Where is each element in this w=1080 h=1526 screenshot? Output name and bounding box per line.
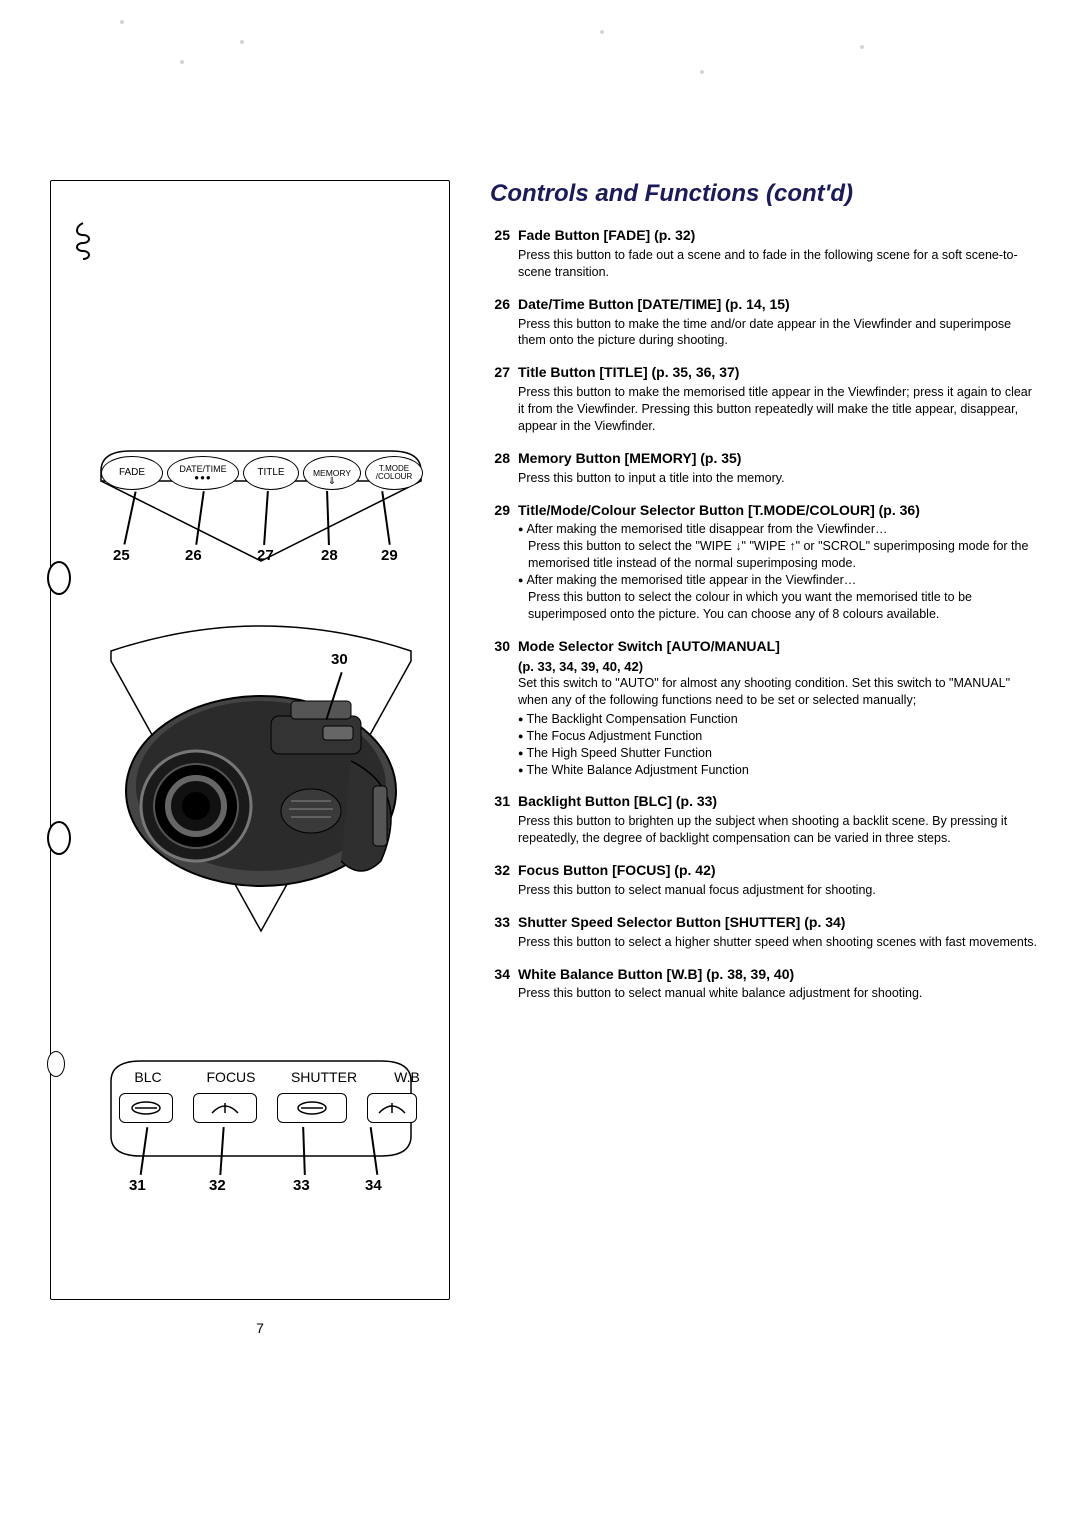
section-heading: Controls and Functions (cont'd) [490, 180, 1040, 208]
scan-noise [120, 20, 124, 24]
item-number: 32 [490, 861, 518, 899]
diagram-frame: FADE DATE/TIME ●●● TITLE MEMORY ⇓ T.MODE… [50, 180, 450, 1300]
callout-33: 33 [293, 1177, 310, 1194]
item-desc: Press this button to make the memorised … [518, 384, 1040, 435]
bullet: The White Balance Adjustment Function [518, 762, 1040, 779]
tmode-button-icon: T.MODE /COLOUR [365, 456, 423, 490]
item-desc: Press this button to make the time and/o… [518, 316, 1040, 350]
bottom-label-row: BLC FOCUS SHUTTER W.B [121, 1069, 429, 1085]
bullet: The Backlight Compensation Function [518, 711, 1040, 728]
binding-hole-icon [47, 1051, 65, 1077]
item-desc: Press this button to input a title into … [518, 470, 1040, 487]
item-desc: Press this button to select manual focus… [518, 882, 1040, 899]
item-number: 29 [490, 501, 518, 623]
spiral-icon [69, 221, 97, 261]
focus-label: FOCUS [199, 1069, 263, 1085]
callout-25: 25 [113, 547, 130, 564]
callout-30: 30 [331, 651, 348, 668]
btn-label: FADE [119, 468, 145, 478]
item-desc: Press this button to select manual white… [518, 985, 1040, 1002]
callout-34: 34 [365, 1177, 382, 1194]
bottom-button-row [119, 1093, 417, 1123]
item-34: 34 White Balance Button [W.B] (p. 38, 39… [490, 965, 1040, 1003]
item-25: 25 Fade Button [FADE] (p. 32) Press this… [490, 226, 1040, 281]
item-title: Date/Time Button [DATE/TIME] (p. 14, 15) [518, 295, 1040, 314]
item-desc: Set this switch to "AUTO" for almost any… [518, 675, 1040, 709]
scan-noise [700, 70, 704, 74]
scan-noise [860, 45, 864, 49]
item-number: 31 [490, 792, 518, 847]
dots-icon: ●●● [194, 474, 212, 482]
callout-26: 26 [185, 547, 202, 564]
bullet: After making the memorised title appear … [518, 572, 1040, 589]
page-number: 7 [256, 1320, 264, 1336]
arrow-down-icon: ⇓ [328, 477, 336, 487]
item-28: 28 Memory Button [MEMORY] (p. 35) Press … [490, 449, 1040, 487]
item-number: 30 [490, 637, 518, 779]
wb-button-icon [367, 1093, 417, 1123]
right-text-column: Controls and Functions (cont'd) 25 Fade … [480, 180, 1040, 1300]
bullet: The High Speed Shutter Function [518, 745, 1040, 762]
item-desc: Press this button to select a higher shu… [518, 934, 1040, 951]
item-title: Title Button [TITLE] (p. 35, 36, 37) [518, 363, 1040, 382]
item-32: 32 Focus Button [FOCUS] (p. 42) Press th… [490, 861, 1040, 899]
item-title: Mode Selector Switch [AUTO/MANUAL] [518, 637, 1040, 656]
binding-hole-icon [47, 821, 71, 855]
scan-noise [180, 60, 184, 64]
item-title: Title/Mode/Colour Selector Button [T.MOD… [518, 501, 1040, 520]
fade-button-icon: FADE [101, 456, 163, 490]
top-button-row: FADE DATE/TIME ●●● TITLE MEMORY ⇓ T.MODE… [101, 456, 423, 490]
btn-label: TITLE [257, 468, 284, 478]
item-33: 33 Shutter Speed Selector Button [SHUTTE… [490, 913, 1040, 951]
item-number: 26 [490, 295, 518, 350]
callout-27: 27 [257, 547, 274, 564]
item-27: 27 Title Button [TITLE] (p. 35, 36, 37) … [490, 363, 1040, 435]
item-number: 34 [490, 965, 518, 1003]
datetime-button-icon: DATE/TIME ●●● [167, 456, 239, 490]
item-title: Memory Button [MEMORY] (p. 35) [518, 449, 1040, 468]
item-desc: Press this button to brighten up the sub… [518, 813, 1040, 847]
shutter-button-icon [277, 1093, 347, 1123]
item-number: 33 [490, 913, 518, 951]
sub-text: Press this button to select the colour i… [518, 589, 1040, 623]
item-29: 29 Title/Mode/Colour Selector Button [T.… [490, 501, 1040, 623]
left-diagram-column: FADE DATE/TIME ●●● TITLE MEMORY ⇓ T.MODE… [40, 180, 480, 1300]
scan-noise [240, 40, 244, 44]
item-number: 27 [490, 363, 518, 435]
blc-label: BLC [121, 1069, 175, 1085]
memory-button-icon: MEMORY ⇓ [303, 456, 361, 490]
item-desc: Press this button to fade out a scene an… [518, 247, 1040, 281]
blc-button-icon [119, 1093, 173, 1123]
scan-noise [600, 30, 604, 34]
shutter-label: SHUTTER [287, 1069, 361, 1085]
item-title: Backlight Button [BLC] (p. 33) [518, 792, 1040, 811]
item-title: Shutter Speed Selector Button [SHUTTER] … [518, 913, 1040, 932]
item-number: 25 [490, 226, 518, 281]
item-30: 30 Mode Selector Switch [AUTO/MANUAL] (p… [490, 637, 1040, 779]
item-subtitle: (p. 33, 34, 39, 40, 42) [518, 658, 1040, 676]
callout-28: 28 [321, 547, 338, 564]
btn-label: T.MODE /COLOUR [366, 465, 422, 481]
item-number: 28 [490, 449, 518, 487]
item-31: 31 Backlight Button [BLC] (p. 33) Press … [490, 792, 1040, 847]
bullet: After making the memorised title disappe… [518, 521, 1040, 538]
wb-label: W.B [385, 1069, 429, 1085]
bullet: The Focus Adjustment Function [518, 728, 1040, 745]
item-title: Focus Button [FOCUS] (p. 42) [518, 861, 1040, 880]
title-button-icon: TITLE [243, 456, 299, 490]
callout-29: 29 [381, 547, 398, 564]
sub-text: Press this button to select the "WIPE ↓"… [518, 538, 1040, 572]
item-title: White Balance Button [W.B] (p. 38, 39, 4… [518, 965, 1040, 984]
item-title: Fade Button [FADE] (p. 32) [518, 226, 1040, 245]
callout-31: 31 [129, 1177, 146, 1194]
camcorder-illustration [91, 611, 431, 951]
binding-hole-icon [47, 561, 71, 595]
focus-button-icon [193, 1093, 257, 1123]
item-26: 26 Date/Time Button [DATE/TIME] (p. 14, … [490, 295, 1040, 350]
callout-32: 32 [209, 1177, 226, 1194]
